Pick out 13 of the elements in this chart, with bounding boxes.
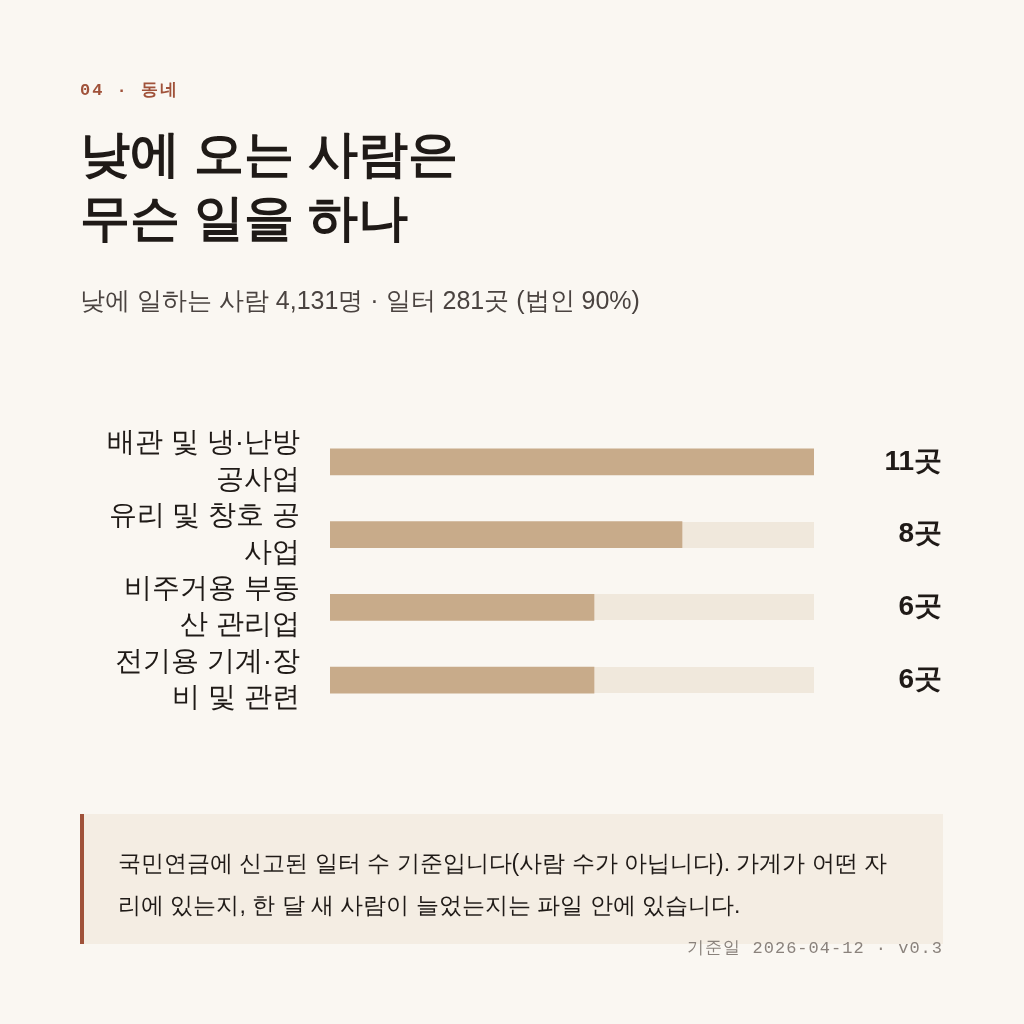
y-tick-label: 배관 및 냉·난방 공사업 [107, 426, 300, 494]
chart-subtitle: 낮에 일하는 사람 4,131명 · 일터 281곳 (법인 90%) [80, 285, 640, 316]
data-label: 8곳 [898, 517, 942, 549]
text: 기준일 2026-04-12 · v0.3 [687, 938, 943, 959]
text: 04 · 동네 [80, 80, 180, 101]
y-tick-label: 비주거용 부동산 관리업 [124, 571, 300, 640]
data-label: 11곳 [884, 444, 942, 476]
text: 국민연금에 신고된 일터 수 기준입니다(사람 수가 아닙니다). 가게가 어떤 자리에 있는지, 한 달 새 사람이 늘었는지는 파일 안에 있습니다. [118, 850, 888, 918]
data-label: 6곳 [898, 662, 942, 694]
chart-title: 낮에 오는 사람은 무슨 일을 하나 [80, 125, 459, 248]
y-tick-label: 유리 및 창호 공사업 [108, 499, 300, 567]
y-tick-label: 전기용 기계·장비 및 관련 [114, 644, 300, 713]
data-label: 6곳 [898, 590, 942, 622]
